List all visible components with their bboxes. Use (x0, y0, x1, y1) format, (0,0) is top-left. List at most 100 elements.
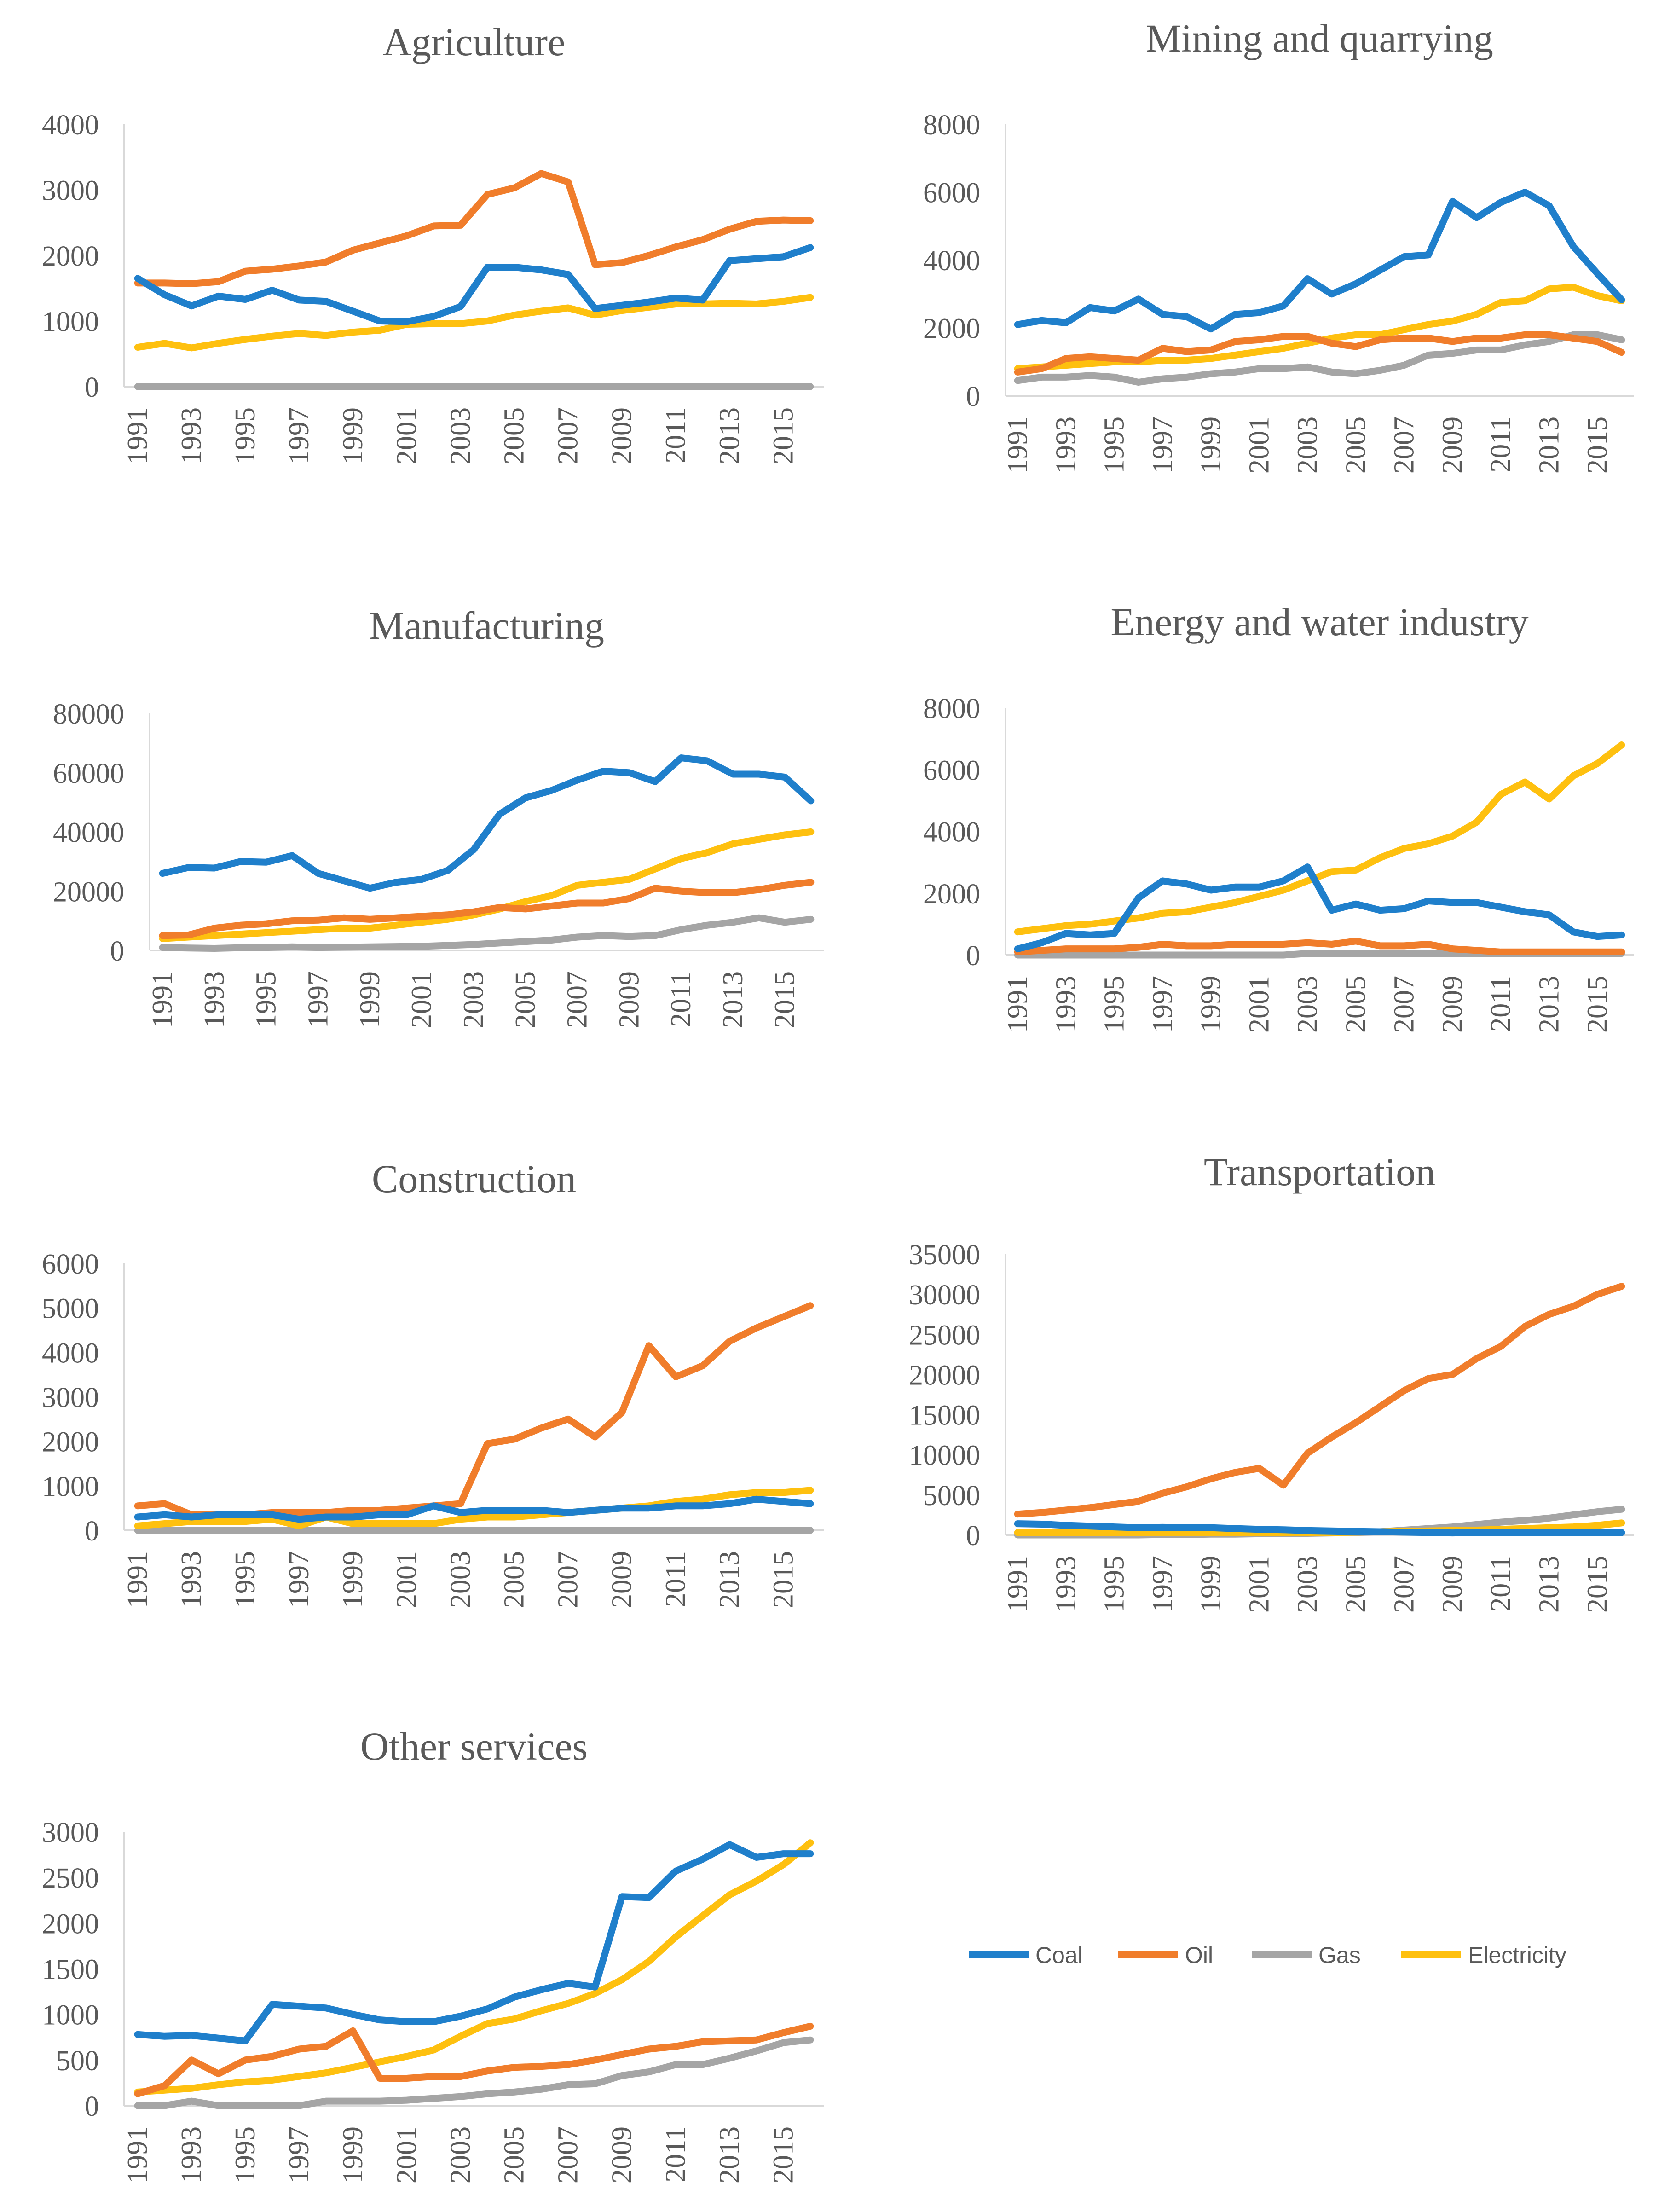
x-tick-label: 2009 (1437, 1556, 1468, 1613)
legend-label: Electricity (1468, 1942, 1566, 1968)
x-tick-label: 2003 (1292, 976, 1323, 1033)
y-tick-label: 25000 (909, 1320, 980, 1351)
y-tick-label: 60000 (53, 758, 124, 789)
x-tick-label: 2013 (714, 2126, 745, 2183)
y-tick-label: 2000 (923, 313, 980, 345)
x-tick-label: 1999 (337, 407, 369, 464)
x-tick-label: 1991 (1002, 1556, 1033, 1613)
series-line-electricity (134, 294, 814, 352)
x-tick-label: 2005 (499, 1551, 530, 1608)
y-tick-label: 1000 (42, 1471, 99, 1502)
x-tick-label: 1999 (337, 2126, 369, 2183)
x-tick-label: 2001 (391, 1551, 422, 1608)
series-line-oil (134, 1302, 814, 1518)
x-tick-label: 2005 (499, 2126, 530, 2183)
x-tick-label: 2003 (1292, 1556, 1323, 1613)
x-tick-label: 2007 (553, 1551, 584, 1608)
x-tick-label: 2007 (553, 407, 584, 464)
y-tick-label: 6000 (923, 755, 980, 786)
series-line-coal (134, 1495, 814, 1523)
x-tick-label: 2003 (1292, 417, 1323, 474)
x-tick-label: 2005 (1340, 1556, 1371, 1613)
legend-label: Coal (1035, 1942, 1083, 1968)
y-tick-label: 8000 (923, 110, 980, 141)
chart-manufacturing: Manufacturing 0 20000 40000 60000 80000 1991 19… (53, 603, 824, 1028)
y-tick-label: 30000 (909, 1280, 980, 1311)
x-tick-label: 2001 (391, 407, 422, 464)
x-tick-label: 2011 (1485, 417, 1516, 473)
series-line-oil (134, 2022, 814, 2097)
y-tick-label: 0 (966, 940, 980, 972)
y-tick-label: 0 (85, 1516, 99, 1547)
x-tick-label: 1997 (283, 407, 315, 464)
chart-title: Other services (360, 1724, 588, 1768)
series-line-coal (1014, 863, 1625, 953)
series-line-oil (134, 170, 814, 287)
x-tick-label: 2011 (660, 2126, 691, 2183)
y-tick-label: 4000 (923, 245, 980, 277)
x-tick-label: 2009 (1437, 976, 1468, 1033)
y-tick-label: 0 (966, 1520, 980, 1552)
x-tick-label: 1995 (1098, 1556, 1130, 1613)
x-tick-label: 2013 (717, 971, 749, 1028)
x-tick-label: 1997 (1147, 1556, 1178, 1613)
x-tick-label: 2013 (1533, 417, 1565, 474)
x-tick-label: 1993 (1050, 1556, 1081, 1613)
x-tick-label: 2011 (665, 971, 697, 1027)
x-tick-label: 2007 (1388, 417, 1420, 474)
series-line-coal (1014, 189, 1625, 333)
y-tick-label: 0 (85, 2091, 99, 2122)
series-line-electricity (1014, 741, 1625, 936)
y-tick-label: 3000 (42, 1817, 99, 1848)
legend-item-oil: Oil (1118, 1942, 1213, 1968)
chart-energy-and-water-industry: Energy and water industry 0 2000 4000 6000 80… (923, 600, 1634, 1033)
x-tick-label: 1997 (283, 2126, 315, 2183)
chart-transportation: Transportation 0 5000 10000 15000 20000 25000 3… (909, 1150, 1634, 1613)
x-tick-label: 2007 (562, 971, 593, 1028)
legend-item-coal: Coal (969, 1942, 1083, 1968)
y-tick-label: 0 (110, 936, 124, 967)
legend: Coal Oil Gas Electricity (969, 1942, 1566, 1968)
y-tick-label: 6000 (923, 178, 980, 209)
x-tick-label: 1995 (230, 1551, 261, 1608)
x-tick-label: 2003 (445, 1551, 476, 1608)
x-tick-label: 1993 (176, 407, 207, 464)
legend-item-electricity: Electricity (1401, 1942, 1566, 1968)
x-tick-label: 2015 (1582, 1556, 1613, 1613)
x-tick-label: 1999 (1195, 1556, 1226, 1613)
x-tick-label: 1991 (1002, 417, 1033, 474)
x-tick-label: 2015 (1582, 417, 1613, 474)
x-tick-label: 2011 (660, 1551, 691, 1607)
series-line-coal (1014, 1520, 1625, 1537)
y-tick-label: 80000 (53, 699, 124, 730)
x-tick-label: 2005 (1340, 976, 1371, 1033)
y-tick-label: 6000 (42, 1249, 99, 1280)
chart-title: Agriculture (383, 20, 565, 64)
x-tick-label: 2015 (1582, 976, 1613, 1033)
y-tick-label: 3000 (42, 1382, 99, 1413)
y-tick-label: 1500 (42, 1954, 99, 1986)
y-tick-label: 8000 (923, 693, 980, 724)
series-line-coal (159, 754, 815, 892)
x-tick-label: 2009 (613, 971, 645, 1028)
y-tick-label: 1000 (42, 2000, 99, 2031)
x-tick-label: 1991 (122, 2126, 153, 2183)
x-tick-label: 2003 (458, 971, 489, 1028)
y-tick-label: 2000 (923, 879, 980, 910)
series-line-coal (134, 244, 814, 325)
chart-title: Transportation (1204, 1150, 1435, 1194)
chart-mining-and-quarrying: Mining and quarrying 0 2000 4000 6000 8000 199… (923, 16, 1634, 474)
x-tick-label: 1993 (199, 971, 230, 1028)
x-tick-label: 2009 (607, 1551, 638, 1608)
x-tick-label: 2009 (607, 407, 638, 464)
y-tick-label: 15000 (909, 1400, 980, 1431)
y-tick-label: 5000 (42, 1293, 99, 1325)
x-tick-label: 1991 (122, 407, 153, 464)
series-line-oil (1014, 331, 1625, 376)
x-tick-label: 2003 (445, 2126, 476, 2183)
series-line-coal (134, 1841, 814, 2044)
series-line-oil (1014, 1283, 1625, 1518)
x-tick-label: 2015 (768, 1551, 799, 1608)
